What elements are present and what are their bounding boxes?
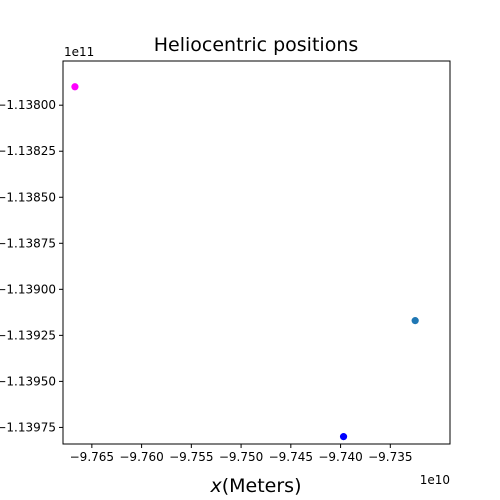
axis-ticks: −9.765 −9.760 −9.755 −9.750 −9.745 −9.740 −9.7… [0,98,413,464]
data-point [71,83,79,91]
x-offset-label: 1e10 [420,473,450,487]
y-tick-label: −1.13975 [0,420,56,434]
y-tick-label: −1.13850 [0,190,56,204]
x-tick-label: −9.735 [368,450,412,464]
data-point [411,317,419,325]
y-offset-label: 1e11 [64,45,94,59]
y-tick-label: −1.13800 [0,98,56,112]
plot-area-frame [62,60,451,445]
x-tick-label: −9.765 [70,450,114,464]
y-tick-label: −1.13875 [0,236,56,250]
y-tick-label: −1.13925 [0,328,56,342]
x-tick-label: −9.745 [269,450,313,464]
x-axis-label-rest: (Meters) [222,475,302,497]
x-axis-label: x(Meters) [209,475,301,497]
x-tick-label: −9.755 [169,450,213,464]
chart-title: Heliocentric positions [154,34,359,56]
data-point [339,433,348,441]
y-tick-label: −1.13950 [0,374,56,388]
x-tick-label: −9.750 [219,450,263,464]
y-tick-label: −1.13900 [0,282,56,296]
x-tick-label: −9.760 [119,450,163,464]
y-tick-label: −1.13825 [0,144,56,158]
x-axis-label-italic: x [209,475,222,497]
x-tick-label: −9.740 [318,450,362,464]
data-points [71,83,419,441]
